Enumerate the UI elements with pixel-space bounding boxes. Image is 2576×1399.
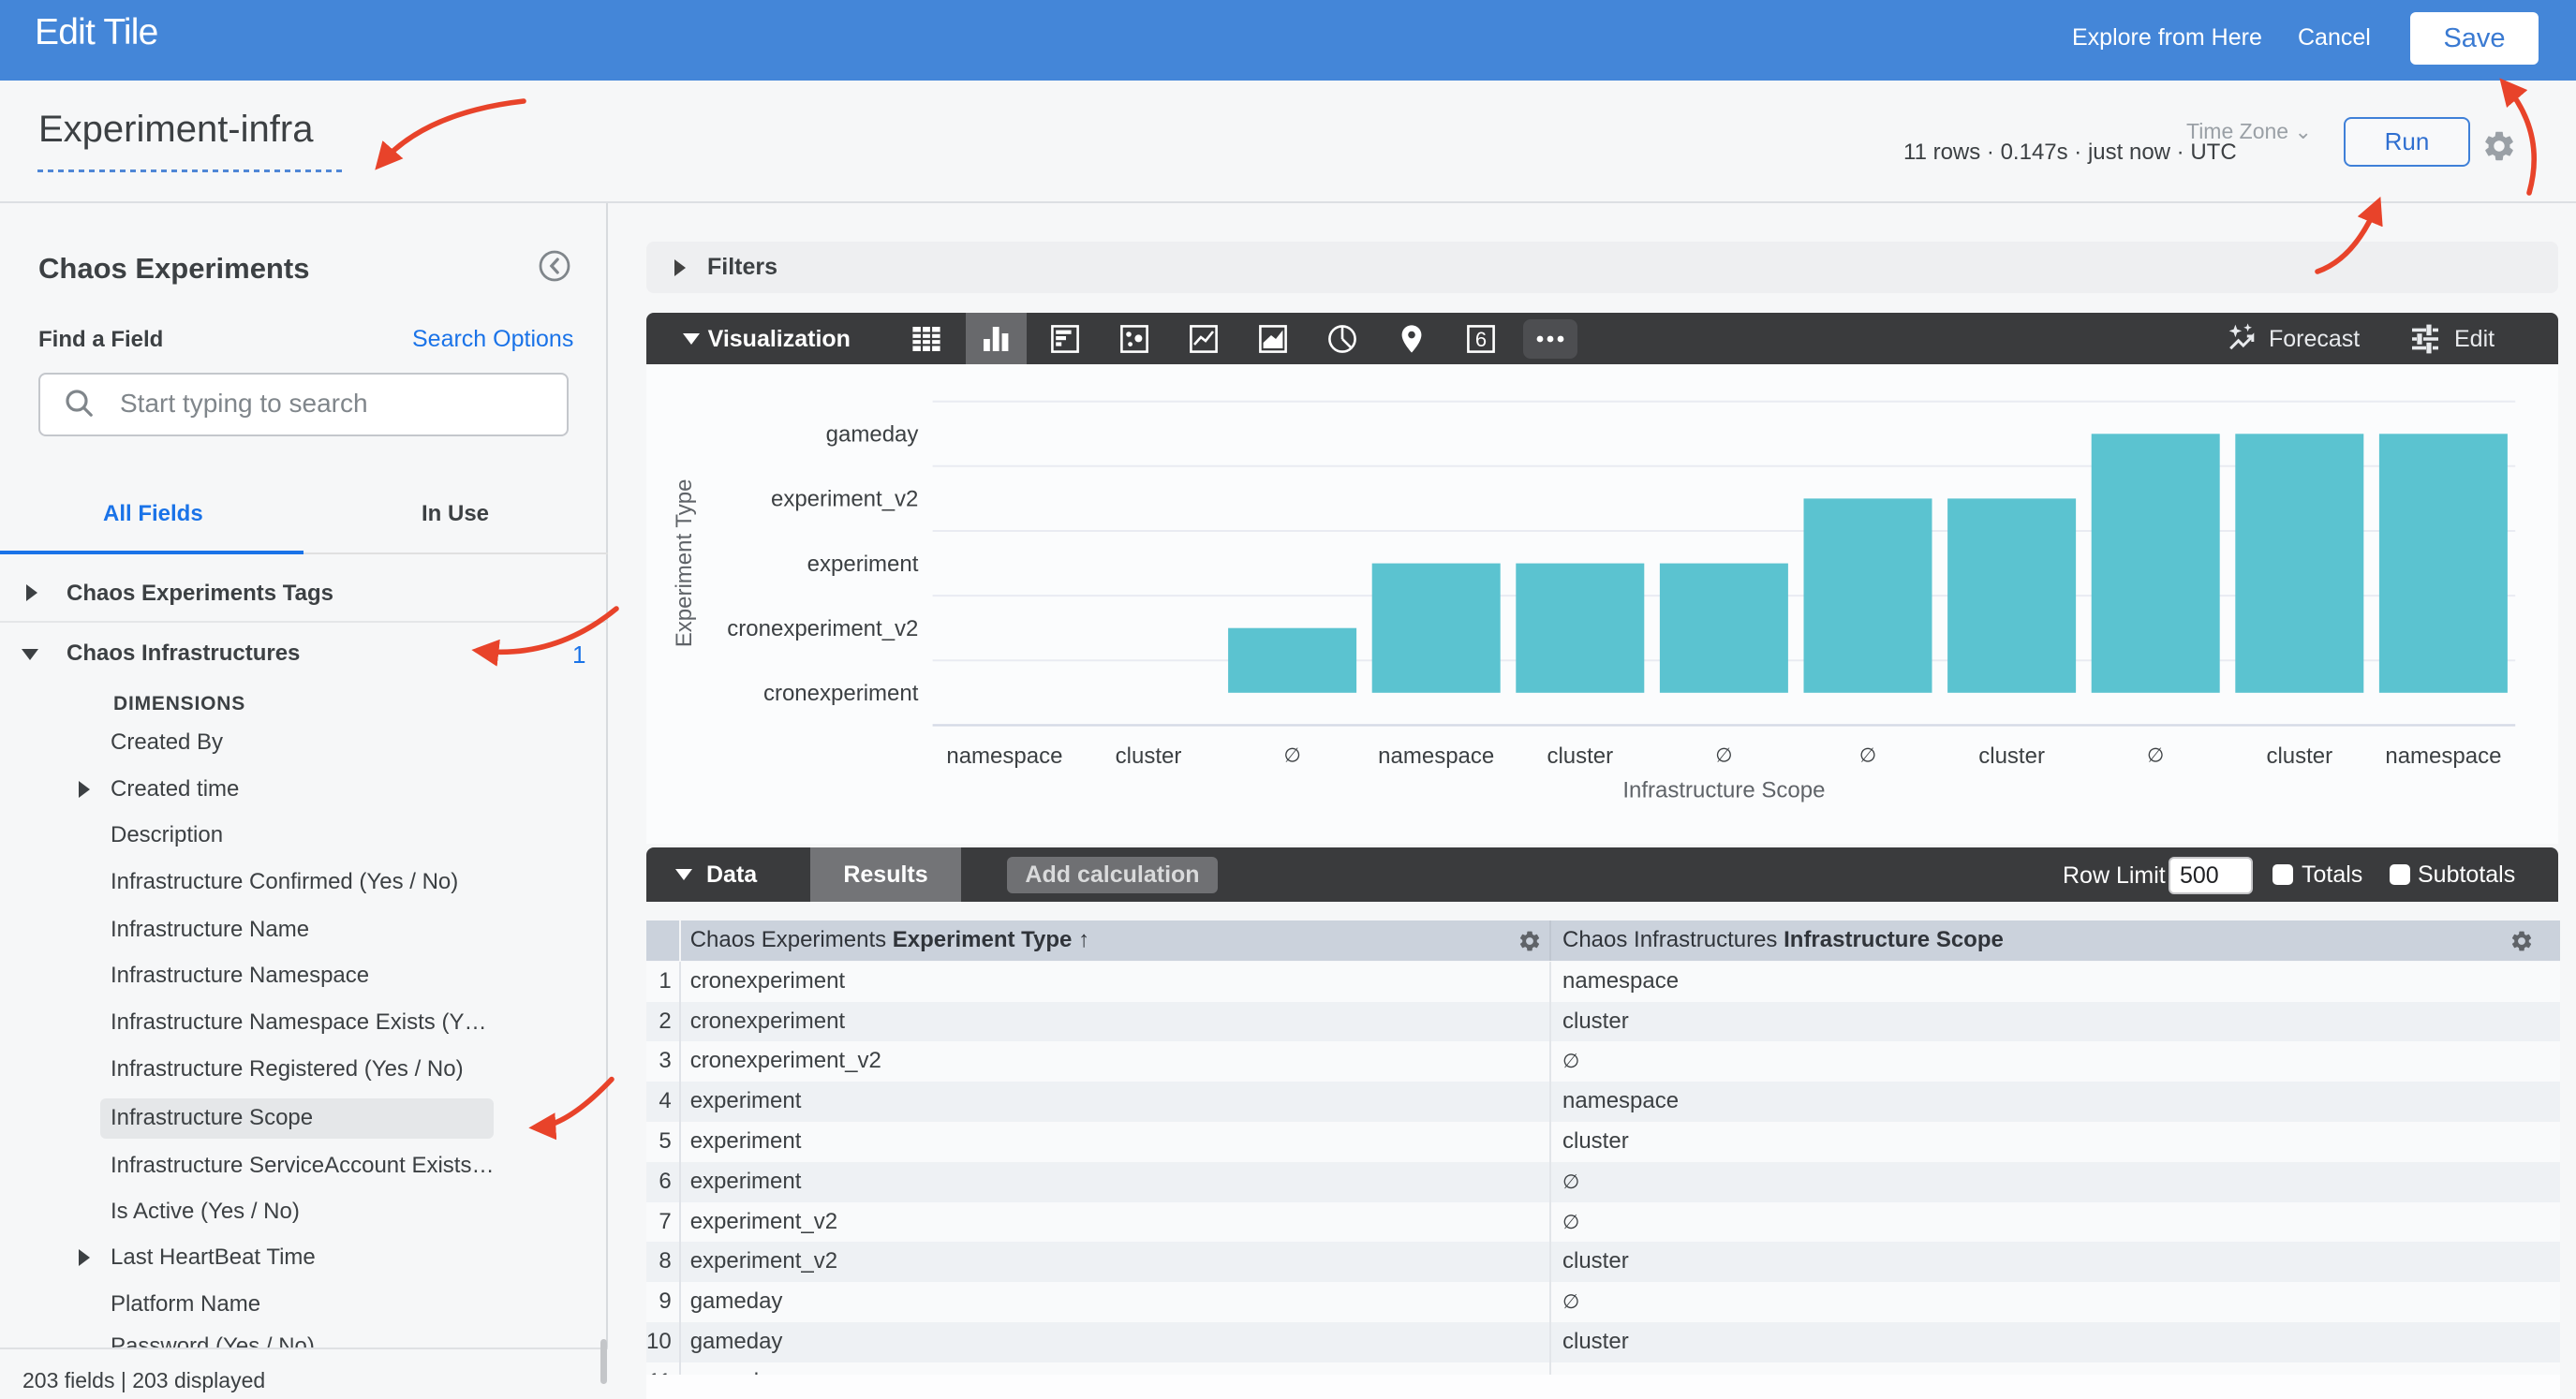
svg-text:namespace: namespace bbox=[946, 744, 1062, 769]
svg-text:cronexperiment: cronexperiment bbox=[763, 681, 919, 706]
svg-text:cluster: cluster bbox=[1547, 744, 1613, 769]
svg-text:experiment_v2: experiment_v2 bbox=[771, 487, 918, 512]
svg-text:gameday: gameday bbox=[826, 421, 919, 447]
svg-text:cluster: cluster bbox=[2266, 744, 2332, 769]
svg-text:6: 6 bbox=[1475, 328, 1487, 351]
svg-text:Infrastructure Scope: Infrastructure Scope bbox=[1622, 778, 1825, 803]
svg-text:namespace: namespace bbox=[1378, 744, 1494, 769]
svg-text:Experiment Type: Experiment Type bbox=[672, 479, 697, 648]
svg-text:experiment: experiment bbox=[807, 552, 919, 577]
svg-text:namespace: namespace bbox=[2385, 744, 2501, 769]
svg-text:∅: ∅ bbox=[2147, 744, 2164, 766]
svg-text:cluster: cluster bbox=[1116, 744, 1182, 769]
svg-text:cluster: cluster bbox=[1978, 744, 2045, 769]
svg-text:∅: ∅ bbox=[1283, 744, 1300, 766]
svg-text:∅: ∅ bbox=[1859, 744, 1876, 766]
svg-text:∅: ∅ bbox=[1715, 744, 1732, 766]
svg-text:cronexperiment_v2: cronexperiment_v2 bbox=[727, 616, 918, 641]
